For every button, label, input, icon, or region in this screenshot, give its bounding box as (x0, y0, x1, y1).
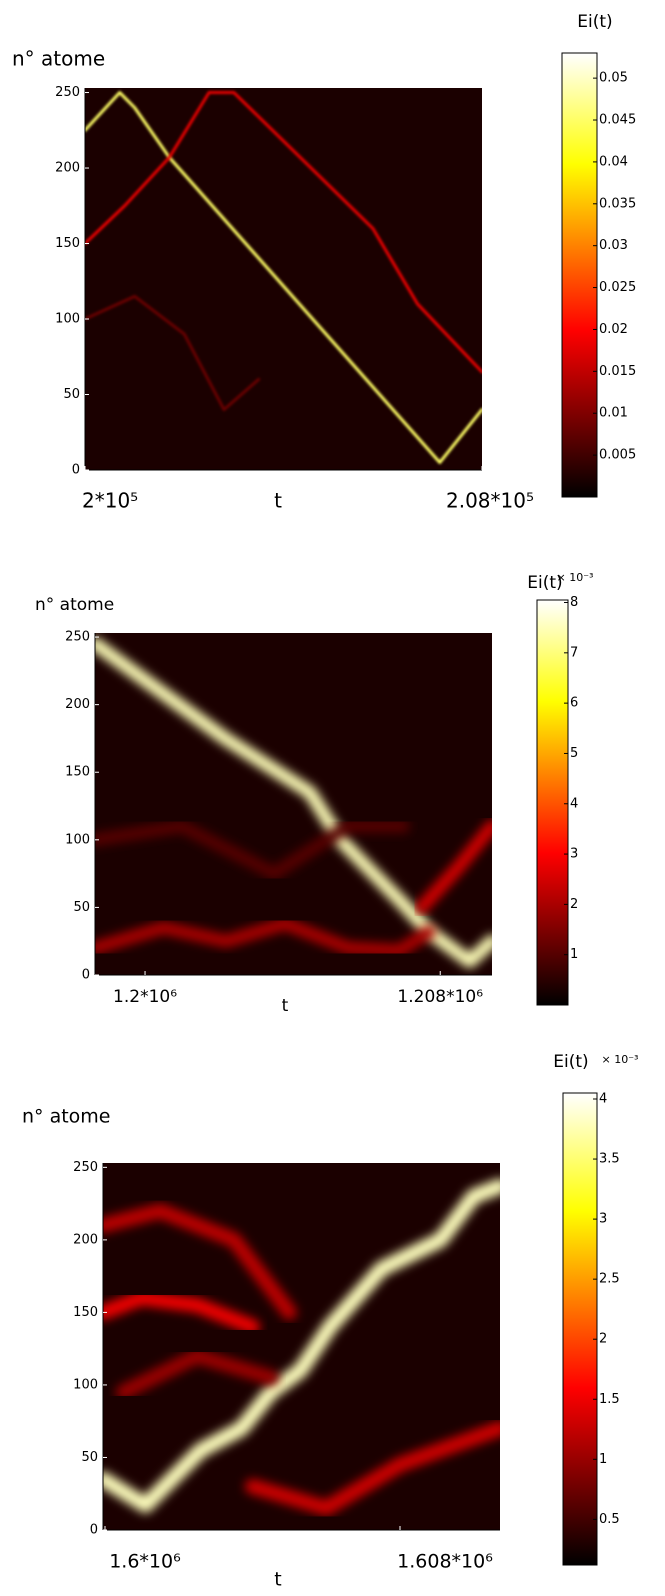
y-tick-label: 100 (73, 1377, 98, 1392)
y-tick-label: 200 (55, 161, 80, 176)
y-axis-label: n° atome (12, 47, 105, 71)
colorbar-tick-label: 1 (570, 947, 578, 962)
colorbar-tick-label: 1 (599, 1452, 607, 1467)
heatmap-panel: 0 50 100 150 200 250 1.2*10⁶ 1.208*10⁶ t n° atome… (35, 571, 593, 1016)
energy-ridge (415, 819, 492, 914)
y-tick-label: 150 (73, 1305, 98, 1320)
x-axis-label: t (274, 1569, 281, 1591)
colorbar-multiplier: × 10⁻³ (602, 1053, 639, 1066)
y-tick-label: 150 (55, 236, 80, 251)
y-tick-label: 200 (65, 697, 90, 712)
energy-ridge (85, 91, 482, 374)
colorbar-tick-label: 0.03 (599, 238, 628, 253)
y-tick-label: 250 (65, 630, 90, 645)
colorbar-tick-label: 0.02 (599, 322, 628, 337)
y-tick-label: 50 (63, 387, 80, 402)
x-tick-label: 2.08*10⁵ (446, 489, 534, 513)
y-tick-label: 0 (90, 1523, 98, 1538)
colorbar-label: Ei(t) (553, 1052, 588, 1072)
colorbar-label: Ei(t) (577, 12, 612, 32)
colorbar-tick-label: 0.04 (599, 154, 628, 169)
y-tick-label: 0 (72, 463, 80, 478)
colorbar-tick-label: 7 (570, 645, 578, 660)
colorbar-tick-label: 3 (599, 1212, 607, 1227)
energy-ridge (85, 91, 482, 464)
colorbar-multiplier: × 10⁻³ (557, 571, 594, 584)
energy-ridge (244, 1420, 500, 1516)
colorbar-tick-label: 0.045 (599, 113, 636, 128)
y-tick-label: 250 (73, 1160, 98, 1175)
y-tick-label: 50 (81, 1450, 98, 1465)
colorbar (561, 52, 598, 498)
colorbar (562, 1092, 598, 1566)
ridges (85, 91, 482, 464)
x-tick-label: 1.6*10⁶ (109, 1551, 181, 1573)
ridges (103, 1178, 500, 1516)
y-tick-label: 100 (55, 312, 80, 327)
colorbar-tick-label: 3.5 (599, 1152, 620, 1167)
colorbar-tick-label: 0.015 (599, 364, 636, 379)
energy-ridge (95, 917, 436, 958)
colorbar-tick-label: 2 (570, 897, 578, 912)
energy-ridge (95, 819, 410, 881)
colorbar-tick-label: 0.005 (599, 448, 636, 463)
colorbar-tick-label: 2.5 (599, 1272, 620, 1287)
colorbar-tick-label: 4 (570, 796, 578, 811)
x-tick-label: 1.2*10⁶ (113, 987, 177, 1007)
x-tick-label: 2*10⁵ (82, 489, 138, 513)
colorbar-tick-label: 4 (599, 1092, 607, 1107)
energy-ridge (103, 1290, 260, 1335)
colorbar-tick-label: 0.05 (599, 71, 628, 86)
y-tick-label: 100 (65, 832, 90, 847)
colorbar-tick-label: 6 (570, 696, 578, 711)
energy-ridge (103, 1178, 500, 1513)
y-tick-label: 200 (73, 1232, 98, 1247)
plot-background (85, 88, 482, 470)
y-tick-label: 0 (82, 968, 90, 983)
colorbar-tick-label: 0.035 (599, 196, 636, 211)
energy-ridge (115, 1348, 279, 1400)
energy-ridge (103, 1203, 297, 1320)
x-tick-label: 1.608*10⁶ (397, 1551, 493, 1573)
energy-ridge (95, 637, 492, 968)
y-tick-label: 150 (65, 765, 90, 780)
y-tick-label: 250 (55, 85, 80, 100)
heatmap-panel: 0 50 100 150 200 250 1.6*10⁶ 1.608*10⁶ t n° atome… (22, 1052, 638, 1591)
x-axis-label: t (274, 489, 282, 513)
colorbar-tick-label: 3 (570, 847, 578, 862)
y-axis-label: n° atome (35, 595, 114, 615)
colorbar-tick-label: 5 (570, 746, 578, 761)
y-axis-label: n° atome (22, 1106, 111, 1128)
heatmap-panel: 0 50 100 150 200 250 2*10⁵ 2.08*10⁵ t n° atome 0.0… (12, 12, 636, 513)
ridges (95, 637, 492, 968)
colorbar-tick-label: 0.025 (599, 280, 636, 295)
colorbar-tick-label: 2 (599, 1332, 607, 1347)
x-axis-label: t (282, 996, 289, 1016)
plot-background (103, 1163, 500, 1530)
colorbar-tick-label: 0.5 (599, 1512, 620, 1527)
colorbar-tick-label: 0.01 (599, 406, 628, 421)
colorbar (536, 599, 569, 1006)
x-tick-label: 1.208*10⁶ (397, 987, 483, 1007)
colorbar-label: Ei(t) (527, 573, 562, 593)
colorbar-tick-label: 8 (570, 595, 578, 610)
y-tick-label: 50 (73, 900, 90, 915)
energy-ridge (85, 294, 261, 412)
colorbar-tick-label: 1.5 (599, 1392, 620, 1407)
